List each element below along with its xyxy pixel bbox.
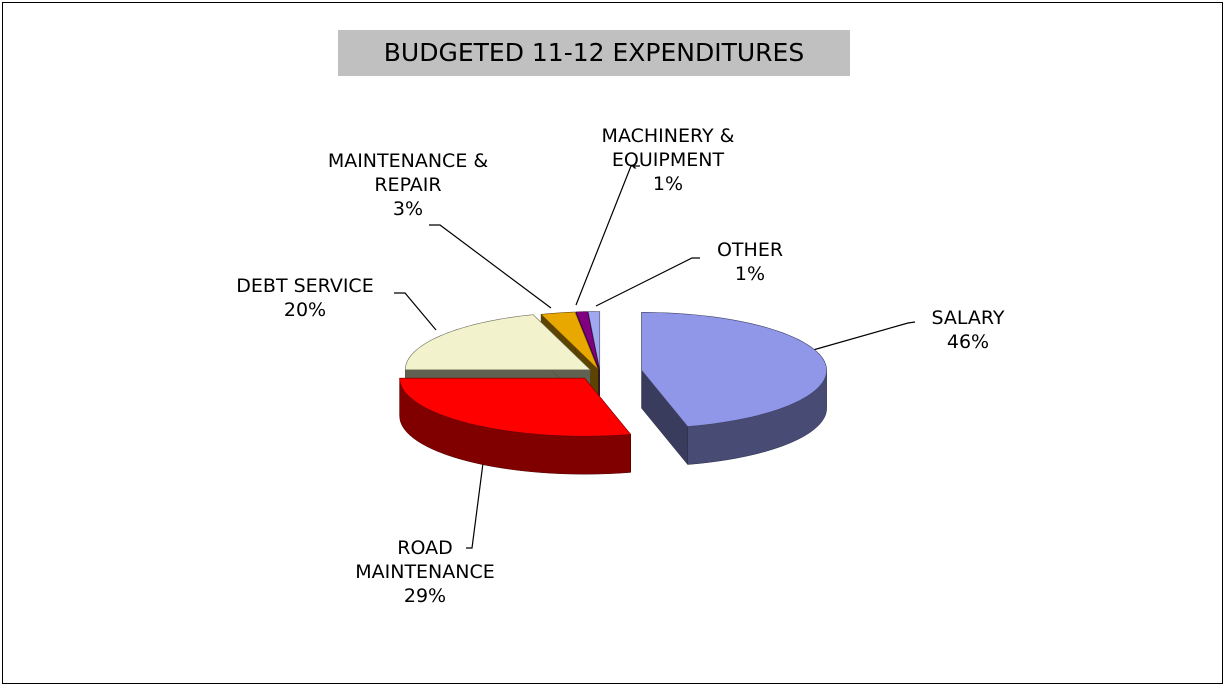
slice-top [587,311,601,370]
leader-line [805,321,916,353]
data-label: ROAD MAINTENANCE 29% [355,536,495,608]
leader-line [595,257,700,307]
leader-line [429,224,552,309]
category-label: MAINTENANCE & REPAIR [327,150,489,196]
value-label: 3% [392,198,424,220]
data-label: OTHER 1% [717,238,783,286]
slice-top [575,311,600,370]
value-label: 46% [946,331,990,353]
slice-top [641,312,827,427]
category-label: ROAD MAINTENANCE [355,537,495,583]
data-label: SALARY 46% [931,306,1004,354]
leader-line [394,292,437,331]
category-label: OTHER [716,239,784,261]
data-label: MACHINERY & EQUIPMENT 1% [602,124,735,196]
pie [399,311,827,475]
slice-top [399,377,632,437]
value-label: 20% [283,299,327,321]
leader-lines [394,165,916,549]
value-label: 1% [734,263,766,285]
leader-line [575,165,640,306]
data-label: MAINTENANCE & REPAIR 3% [328,149,488,221]
pie-slice [641,312,827,466]
leader-line [466,439,487,549]
slice-top [540,311,599,370]
data-label: DEBT SERVICE 20% [236,274,373,322]
chart-title: BUDGETED 11-12 EXPENDITURES [338,30,850,76]
category-label: DEBT SERVICE [236,275,374,297]
category-label: SALARY [931,307,1005,329]
value-label: 1% [652,173,684,195]
value-label: 29% [403,585,447,607]
slice-top [404,314,592,371]
category-label: MACHINERY & EQUIPMENT [601,125,735,171]
pie-slice [399,377,632,475]
